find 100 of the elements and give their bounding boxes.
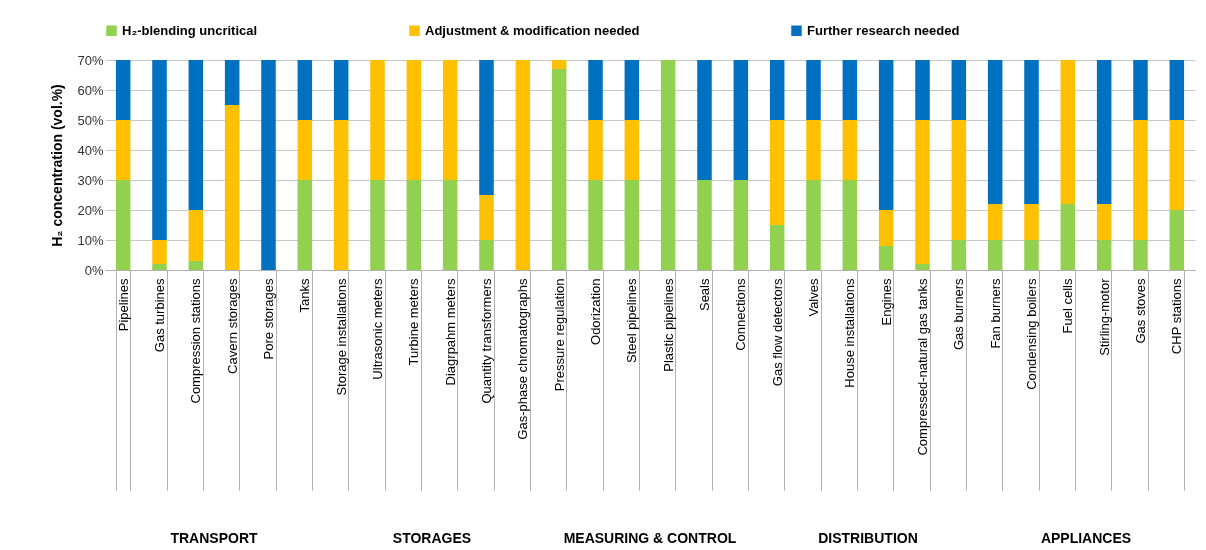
x-tick-label: Valves [806,278,821,317]
text: STORAGES [392,530,472,546]
x-tick-label: Gas turbines [152,278,167,353]
x-tick-label: Pressure regulation [551,278,567,392]
bar [624,60,640,120]
y-tick-label: 30% [77,172,104,188]
x-tick-label: Compressed-natural gas tanks [915,278,930,456]
bar [588,60,603,120]
bar [188,210,204,261]
bar [842,120,858,180]
x-tick-label: Gas flow detectors [769,278,785,387]
x-tick-label: Storage installations [333,278,349,396]
bar [915,120,930,264]
bar [769,60,785,120]
y-tick-label: 40% [77,142,104,158]
bar [733,60,749,180]
x-tick-label: CHP stations [1169,278,1185,355]
bar [769,225,785,270]
x-tick-label: Compression stations [188,278,204,404]
x-tick-label: Gas-phase chromatographs [515,278,531,440]
x-tick-label: Gas stoves [1133,278,1148,344]
legend-label: Adjustment & modification needed [425,22,640,38]
x-tick-label: House installations [842,278,858,388]
legend-label: H₂-blending uncritical [122,22,258,38]
bar [951,120,967,240]
bar [370,180,385,270]
bar [1096,204,1112,240]
x-tick-label: Cavern storages [224,278,240,374]
bar [951,60,967,120]
bar [551,69,567,270]
bar [915,60,930,120]
bar [442,60,458,180]
bar [1024,240,1039,270]
x-tick-label: Seals [697,278,712,312]
bar [842,60,858,120]
bar [442,180,458,270]
bar [915,264,930,270]
bar [1024,204,1039,240]
bar [697,180,712,270]
bar [842,180,858,270]
bar [115,180,131,270]
bar [1096,240,1112,270]
bar [806,120,821,180]
bar [1060,60,1076,204]
y-tick-label: 70% [77,52,104,68]
bar [1133,240,1148,270]
bar [515,60,531,270]
x-tick-label: Odorization [588,278,603,345]
bar [806,180,821,270]
x-tick-label: Gas burners [951,278,967,351]
text: DISTRIBUTION [818,530,918,546]
bar [1169,210,1185,270]
bar [878,60,894,210]
bar [878,246,894,270]
bar [588,120,603,180]
bar [479,195,494,240]
bar [660,60,676,270]
bar [261,60,276,270]
x-tick-label: Stirling-motor [1096,277,1112,356]
bar [1169,60,1185,120]
bar [588,180,603,270]
bar [951,240,967,270]
y-tick-label: 10% [77,232,104,248]
y-tick-label: 0% [84,262,104,278]
bar [188,60,204,210]
bar [406,180,422,270]
bar [624,180,640,270]
text: MEASURING & CONTROL [563,530,737,546]
legend-label: Further research needed [807,22,960,38]
bar [551,60,567,69]
y-tick-label: 50% [77,112,104,128]
bar [1133,60,1148,120]
text: APPLIANCES [1040,530,1132,546]
bar [1169,120,1185,210]
bar [697,60,712,180]
bar [624,120,640,180]
bar [224,105,240,270]
text: TRANSPORT [170,530,258,546]
bar [1024,60,1039,204]
x-tick-label: Condensing boilers [1024,278,1039,390]
bar [333,120,349,270]
x-tick-label: Fan burners [987,278,1003,349]
bar [370,60,385,180]
bar [1060,204,1076,270]
x-tick-label: Pore storages [261,278,276,360]
bar [479,240,494,270]
bar [297,180,313,270]
x-tick-label: Turbine meters [406,278,422,366]
bar [115,120,131,180]
x-tick-label: Diagrpahm meters [442,278,458,386]
bar [297,120,313,180]
bar [152,240,167,264]
bar [115,60,131,120]
y-axis-title: H₂ concentration (vol.%) [49,84,66,247]
y-tick-label: 20% [77,202,104,218]
bar [1133,120,1148,240]
bar [987,60,1003,204]
bar [987,204,1003,240]
bar [878,210,894,246]
bar [333,60,349,120]
